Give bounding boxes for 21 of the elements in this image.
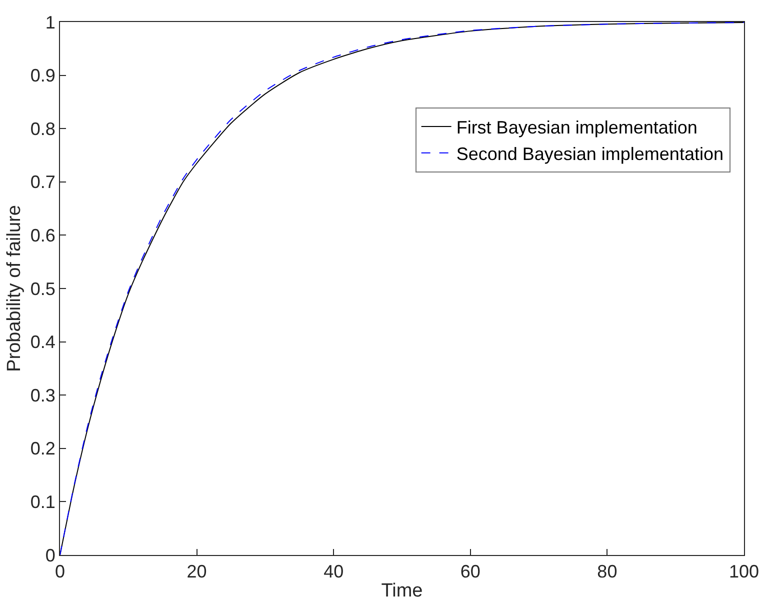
y-tick-label: 0.3 [30, 385, 56, 406]
legend-label: Second Bayesian implementation [456, 144, 724, 164]
y-tick-label: 0.7 [30, 172, 56, 192]
y-tick-label: 0.6 [30, 226, 56, 246]
y-tick-label: 0.2 [30, 438, 56, 459]
y-axis-title: Probability of failure [4, 205, 26, 372]
x-tick-label: 40 [324, 562, 344, 582]
y-tick-label: 0.8 [30, 118, 56, 139]
x-tick-label: 20 [186, 562, 207, 582]
line-series [60, 22, 744, 555]
y-tick-label: 0.9 [30, 66, 56, 86]
x-axis-title: Time [381, 580, 423, 602]
x-tick-label: 100 [728, 562, 760, 582]
y-tick-label: 0.1 [30, 492, 56, 512]
y-tick-label: 0.4 [30, 332, 56, 352]
x-tick-label: 60 [460, 562, 480, 582]
legend-label: First Bayesian implementation [456, 118, 698, 138]
x-tick-label: 80 [597, 562, 618, 582]
y-tick-label: 0.5 [30, 278, 56, 299]
y-tick-label: 1 [45, 12, 56, 32]
y-tick-label: 0 [45, 545, 56, 566]
